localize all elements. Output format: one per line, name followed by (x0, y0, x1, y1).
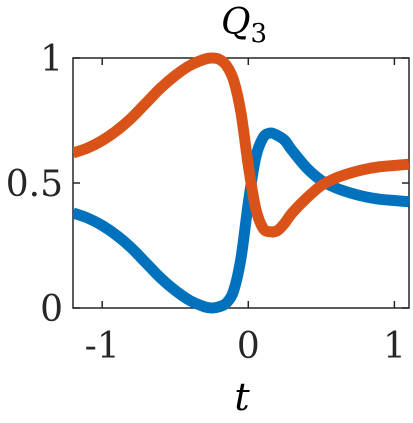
chart-title-subscript: 3 (250, 19, 267, 49)
x-tick-label: 1 (383, 326, 406, 367)
series-line-1 (73, 127, 409, 314)
x-tick-label: -1 (85, 326, 120, 367)
axis-ticks (73, 57, 409, 309)
x-axis-label: t (234, 375, 250, 419)
tick-labels: -1 0 1 0 0.5 1 (6, 39, 406, 367)
y-tick-label: 1 (40, 39, 63, 80)
y-tick-label: 0 (40, 289, 63, 330)
x-tick-label: 0 (237, 326, 260, 367)
chart-title-main: Q (221, 2, 251, 43)
chart-title: Q3 (221, 2, 267, 49)
series-group (73, 52, 409, 314)
y-tick-label: 0.5 (6, 164, 63, 205)
series-line-2 (73, 52, 409, 238)
